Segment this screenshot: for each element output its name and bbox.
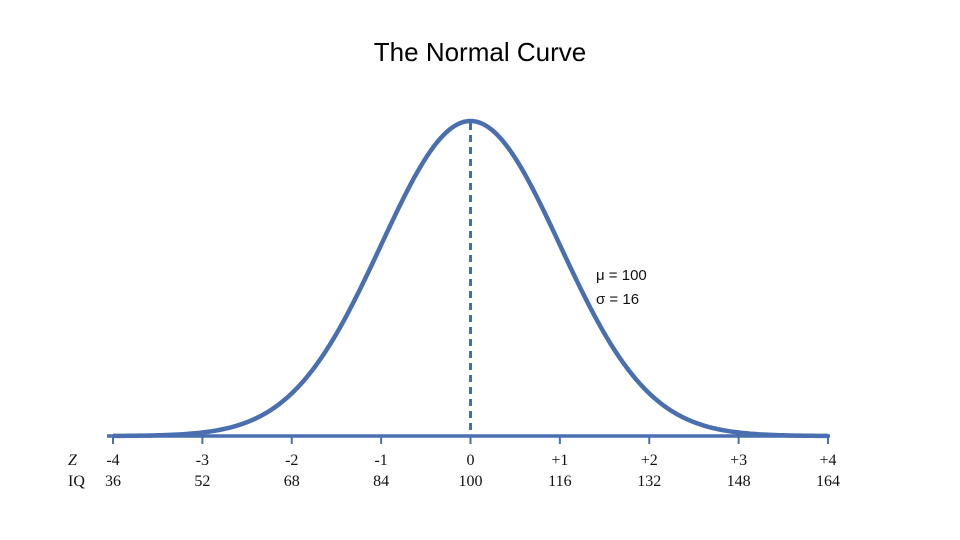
page-title: The Normal Curve bbox=[373, 37, 587, 67]
iq-tick-label: 52 bbox=[194, 473, 210, 490]
z-tick-label: +1 bbox=[551, 452, 568, 469]
iq-tick-label: 36 bbox=[105, 473, 121, 490]
z-tick-label: +2 bbox=[641, 452, 658, 469]
z-tick-label: -2 bbox=[285, 452, 298, 469]
annotation-layer: μ = 100 σ = 16 bbox=[596, 267, 647, 308]
annotation-sd: σ = 16 bbox=[596, 291, 639, 308]
iq-tick-label: 132 bbox=[637, 473, 661, 490]
iq-tick-label: 116 bbox=[548, 473, 571, 490]
z-tick-label: 0 bbox=[467, 452, 475, 469]
iq-tick-label: 100 bbox=[459, 473, 483, 490]
labels-layer: Z IQ -4 36 -3 52 -2 68 -1 84 0 100 +1 116 +2 132 +3 148 +4… bbox=[68, 452, 840, 490]
iq-row-label: IQ bbox=[68, 473, 85, 490]
z-tick-label: +3 bbox=[730, 452, 747, 469]
curve-layer bbox=[112, 118, 829, 439]
z-tick-label: -4 bbox=[106, 452, 119, 469]
z-tick-label: +4 bbox=[819, 452, 836, 469]
iq-tick-label: 68 bbox=[284, 473, 300, 490]
z-tick-label: -1 bbox=[374, 452, 387, 469]
annotation-mean: μ = 100 bbox=[596, 267, 647, 284]
axis-layer bbox=[107, 434, 830, 444]
iq-tick-label: 84 bbox=[373, 473, 389, 490]
z-tick-label: -3 bbox=[196, 452, 209, 469]
iq-tick-label: 164 bbox=[816, 473, 840, 490]
iq-tick-label: 148 bbox=[727, 473, 751, 490]
normal-curve-line bbox=[112, 118, 829, 439]
z-row-label: Z bbox=[68, 452, 78, 469]
